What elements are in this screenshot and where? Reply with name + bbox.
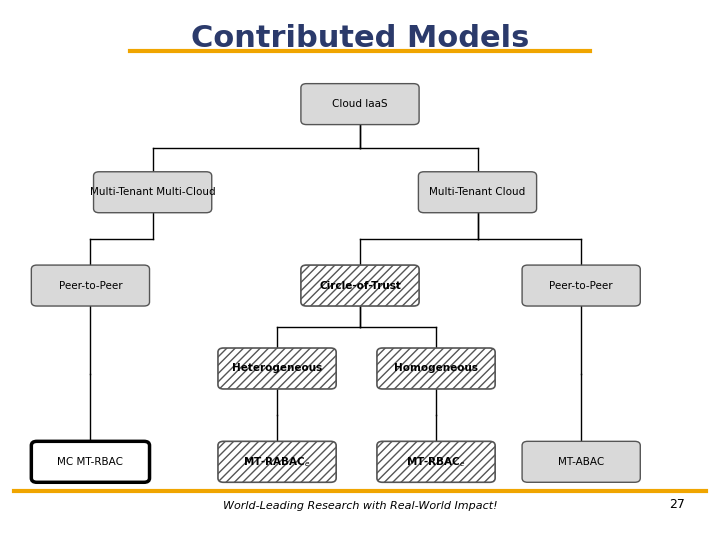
FancyBboxPatch shape [377,348,495,389]
FancyBboxPatch shape [377,441,495,482]
FancyBboxPatch shape [94,172,212,213]
Text: Multi-Tenant Multi-Cloud: Multi-Tenant Multi-Cloud [90,187,215,197]
Text: MC MT-RBAC: MC MT-RBAC [58,457,123,467]
Text: Homogeneous: Homogeneous [394,363,478,374]
Text: Multi-Tenant Cloud: Multi-Tenant Cloud [429,187,526,197]
Text: Peer-to-Peer: Peer-to-Peer [58,281,122,291]
Text: Peer-to-Peer: Peer-to-Peer [549,281,613,291]
Text: World-Leading Research with Real-World Impact!: World-Leading Research with Real-World I… [222,501,498,511]
FancyBboxPatch shape [522,265,640,306]
FancyBboxPatch shape [301,265,419,306]
FancyBboxPatch shape [32,265,150,306]
Text: MT-ABAC: MT-ABAC [558,457,604,467]
FancyBboxPatch shape [522,441,640,482]
FancyBboxPatch shape [218,348,336,389]
Text: MT-RBAC$_e$: MT-RBAC$_e$ [406,455,466,469]
Text: Cloud IaaS: Cloud IaaS [332,99,388,109]
FancyBboxPatch shape [301,84,419,125]
Text: Circle-of-Trust: Circle-of-Trust [319,281,401,291]
Text: MT-RABAC$_e$: MT-RABAC$_e$ [243,455,311,469]
Text: Heterogeneous: Heterogeneous [232,363,322,374]
FancyBboxPatch shape [418,172,536,213]
FancyBboxPatch shape [218,441,336,482]
FancyBboxPatch shape [32,441,150,482]
Text: 27: 27 [669,498,685,511]
Text: Contributed Models: Contributed Models [191,24,529,53]
